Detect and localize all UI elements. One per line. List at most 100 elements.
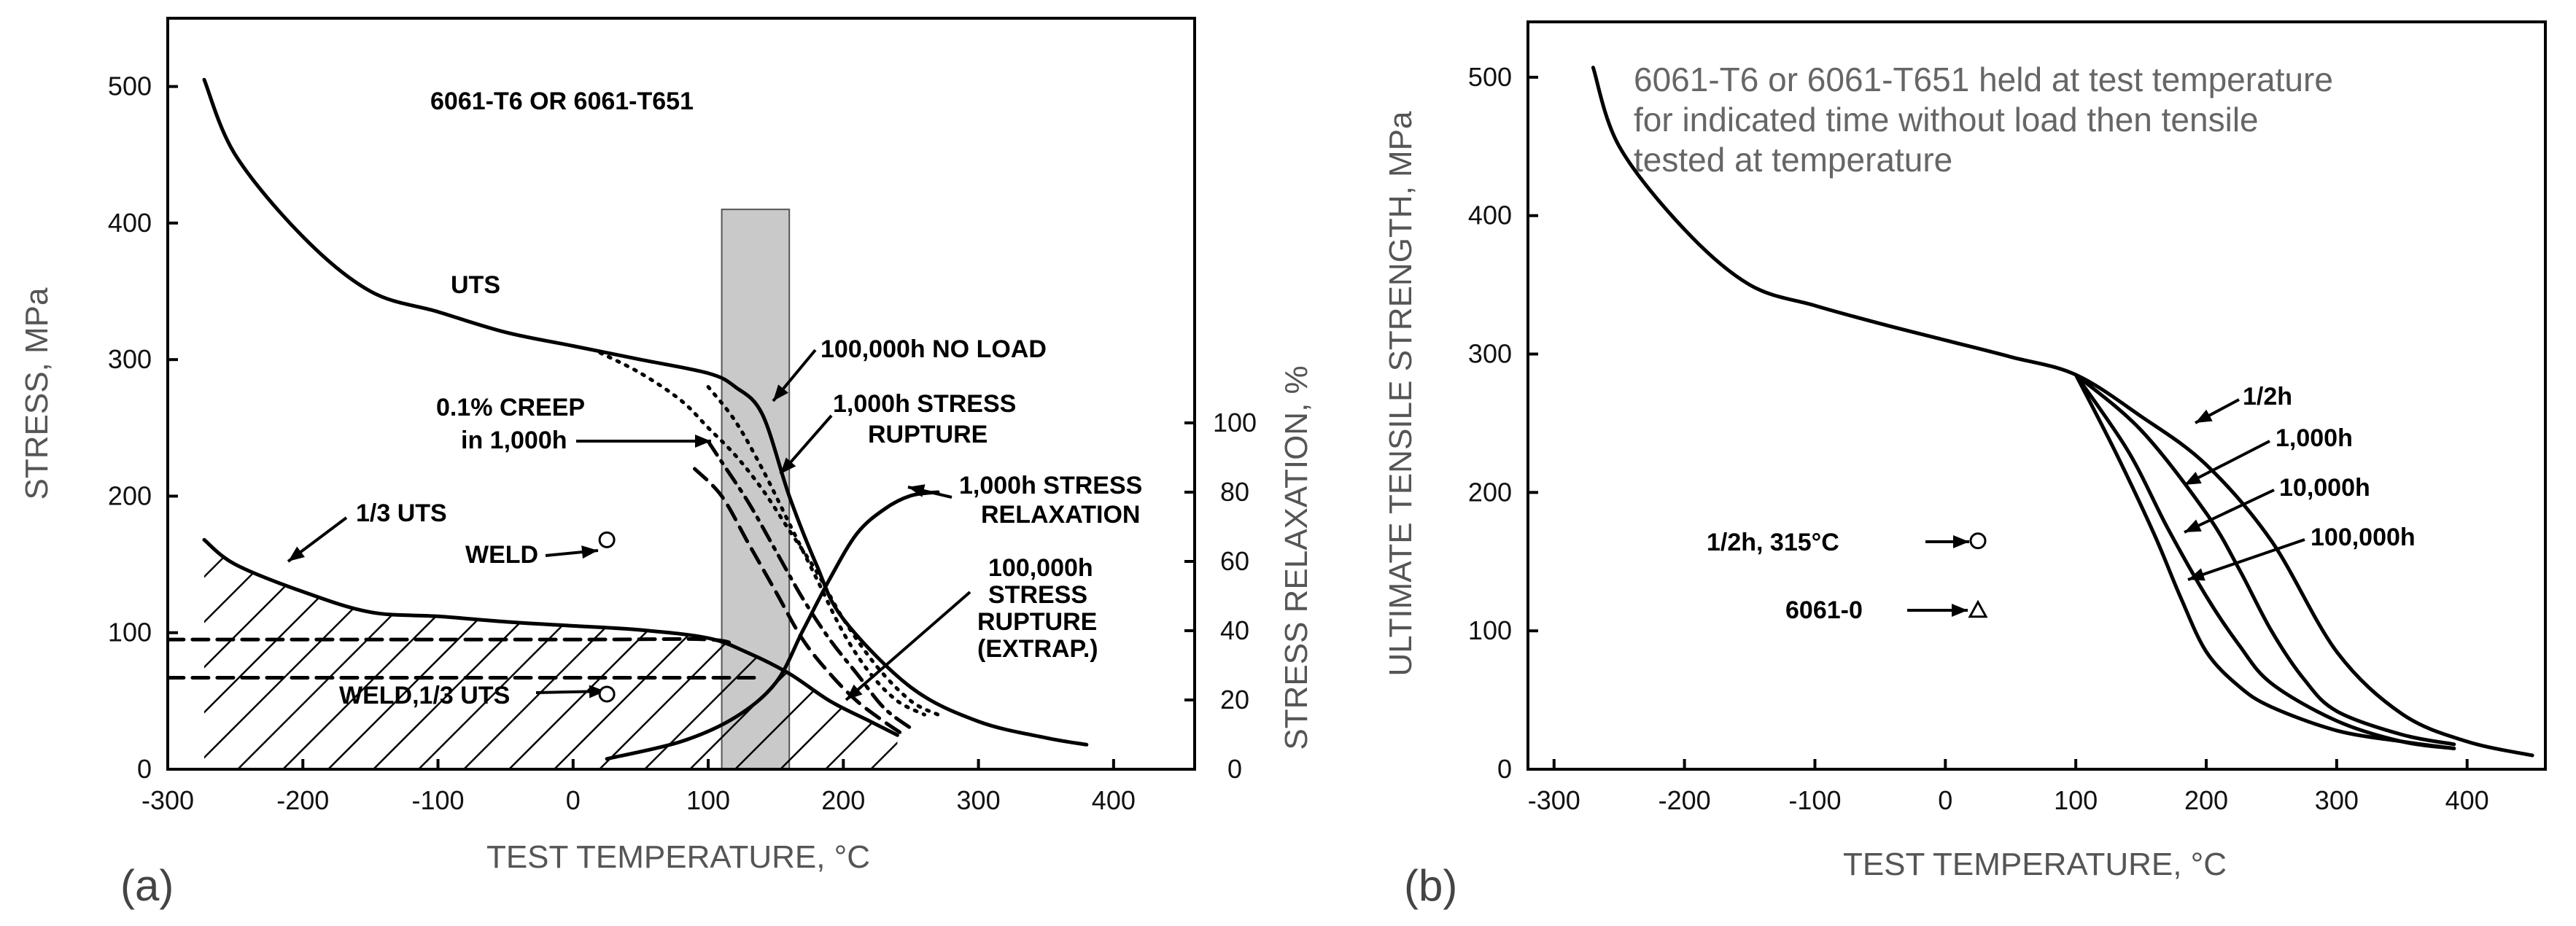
arrow-1000h-head: [2184, 471, 2202, 485]
shaded-temperature-band: [721, 209, 791, 770]
ann-weld-third: WELD,1/3 UTS: [339, 682, 510, 709]
ann-rupture-2: RUPTURE: [868, 421, 988, 448]
a-y2-tick-label: 40: [1220, 615, 1249, 645]
ann-creep-1: 0.1% CREEP: [436, 394, 585, 421]
arrow-creep-head: [695, 435, 711, 448]
hatch-line: [204, 540, 422, 769]
plot-frame-a: [166, 17, 1196, 771]
a-y-tick-label: 500: [108, 71, 152, 101]
hatch-line: [1052, 405, 1416, 769]
a-y-tick-label: 400: [108, 208, 152, 238]
a-y-tick-label: 200: [108, 480, 152, 510]
a-y-tick-label: 300: [108, 344, 152, 374]
arrow-third-uts-head: [288, 546, 305, 561]
b-x-tick-label: 0: [1938, 785, 1952, 815]
ann-relax-2: RELAXATION: [981, 501, 1140, 529]
leader-arrows-b: [1907, 398, 2305, 612]
a-x-tick-label: -200: [276, 785, 329, 815]
marker-6061-0: [1968, 599, 1988, 618]
marker-1-2h-315-c: [1969, 532, 1987, 550]
series-1-000h-stress-rupture: [706, 440, 913, 731]
a-x-tick-label: 200: [821, 785, 865, 815]
hatch-line: [1323, 405, 1688, 769]
b-x-tick-label: 300: [2315, 785, 2359, 815]
arrow-half-hour-head: [2195, 409, 2213, 423]
y-axis-label-b: ULTIMATE TENSILE STRENGTH, MPa: [1383, 111, 1419, 677]
a-x-tick-label: 300: [957, 785, 1001, 815]
ann-half-hour: 1/2h: [2243, 383, 2292, 411]
a-x-tick-label: 0: [566, 785, 581, 815]
x-axis-label-a: TEST TEMPERATURE, °C: [486, 839, 870, 875]
arrow-rupture-head: [780, 457, 796, 474]
a-y2-tick-label: 100: [1213, 408, 1257, 437]
b-y-tick-label: 0: [1497, 754, 1512, 784]
series-uts: [202, 77, 1089, 747]
b-x-tick-label: 400: [2445, 785, 2489, 815]
hatch-line: [373, 540, 739, 769]
ann-extrap-4: (EXTRAP.): [977, 635, 1098, 663]
b-x-tick-label: -100: [1788, 785, 1841, 815]
hatch-line: [1278, 405, 1642, 769]
hatch-line: [204, 540, 558, 769]
series-weld-dashed-upper: [168, 637, 737, 648]
ann-rupture-1: 1,000h STRESS: [833, 390, 1016, 418]
ann-relax-1: 1,000h STRESS: [959, 472, 1142, 499]
arrow-point-half-hour-head: [1953, 535, 1969, 548]
series-1-3-uts: [202, 537, 899, 737]
chart-title-b-line-1: 6061-T6 or 6061-T651 held at test temper…: [1634, 61, 2333, 98]
series-100-000h: [2073, 373, 2456, 750]
chart-b: -300 -200 -100 0 100 200 300 400 0 100 200 300 400 50…: [1383, 20, 2547, 910]
a-x-tick-label: 100: [686, 785, 730, 815]
ann-extrap-3: RUPTURE: [977, 608, 1097, 636]
hatch-line: [327, 540, 694, 769]
a-y2-tick-label: 60: [1220, 546, 1249, 576]
hatch-line: [916, 405, 1281, 769]
ann-extrap-2: STRESS: [988, 581, 1087, 609]
panel-label-b: (b): [1404, 861, 1457, 910]
ann-point-6061-0: 6061-0: [1785, 596, 1863, 624]
b-x-tick-label: 200: [2184, 785, 2228, 815]
ann-third-uts: 1/3 UTS: [356, 499, 447, 527]
arrow-100000h-head: [2188, 568, 2205, 581]
ann-no-load: 100,000h NO LOAD: [820, 335, 1047, 363]
arrow-100000h: [2187, 538, 2305, 581]
b-y-tick-label: 300: [1468, 339, 1512, 369]
ann-1000h: 1,000h: [2276, 424, 2353, 452]
hatch-line: [204, 540, 377, 769]
a-y2-tick-label: 80: [1220, 477, 1249, 507]
ann-creep-2: in 1,000h: [461, 427, 567, 454]
panel-label-a: (a): [120, 861, 174, 910]
b-x-tick-label: -300: [1528, 785, 1580, 815]
arrow-10000h-head: [2184, 519, 2202, 532]
series-1-2h: [1591, 66, 2534, 758]
a-x-tick-label: 400: [1092, 785, 1136, 815]
a-y2-tick-label: 20: [1220, 685, 1249, 715]
series-10-000h: [2073, 373, 2456, 750]
marker-weld-1-3-uts: [598, 685, 616, 703]
y2-axis-label-a: STRESS RELAXATION, %: [1279, 365, 1314, 750]
hatch-line: [204, 540, 513, 769]
a-x-tick-label: -300: [141, 785, 194, 815]
b-y-tick-label: 400: [1468, 201, 1512, 230]
a-y-tick-label: 100: [108, 618, 152, 647]
chart-a: -300 -200 -100 0 100 200 300 400010020030040050…: [19, 17, 1688, 910]
series-1-000h-stress-relaxation: [605, 490, 940, 761]
chart-title-b-line-2: for indicated time without load then ten…: [1634, 101, 2259, 139]
ann-10000h: 10,000h: [2279, 474, 2370, 502]
ann-point-half-hour: 1/2h, 315°C: [1707, 529, 1839, 556]
b-y-tick-label: 200: [1468, 477, 1512, 507]
a-x-tick-label: -100: [411, 785, 464, 815]
b-y-tick-label: 500: [1468, 62, 1512, 92]
chart-title-b-line-3: tested at temperature: [1634, 141, 1952, 179]
arrow-extrap-head: [846, 684, 863, 700]
arrow-weld-head: [581, 545, 598, 559]
a-y2-tick-label: 0: [1227, 754, 1242, 784]
b-x-tick-label: -200: [1659, 785, 1711, 815]
arrow-10000h: [2184, 489, 2275, 534]
ann-weld: WELD: [465, 541, 538, 569]
hatch-line: [1142, 405, 1507, 769]
arrow-point-6061-0-head: [1952, 604, 1968, 617]
ann-100000h: 100,000h: [2311, 524, 2416, 551]
arrow-weld-third-head: [589, 685, 605, 699]
